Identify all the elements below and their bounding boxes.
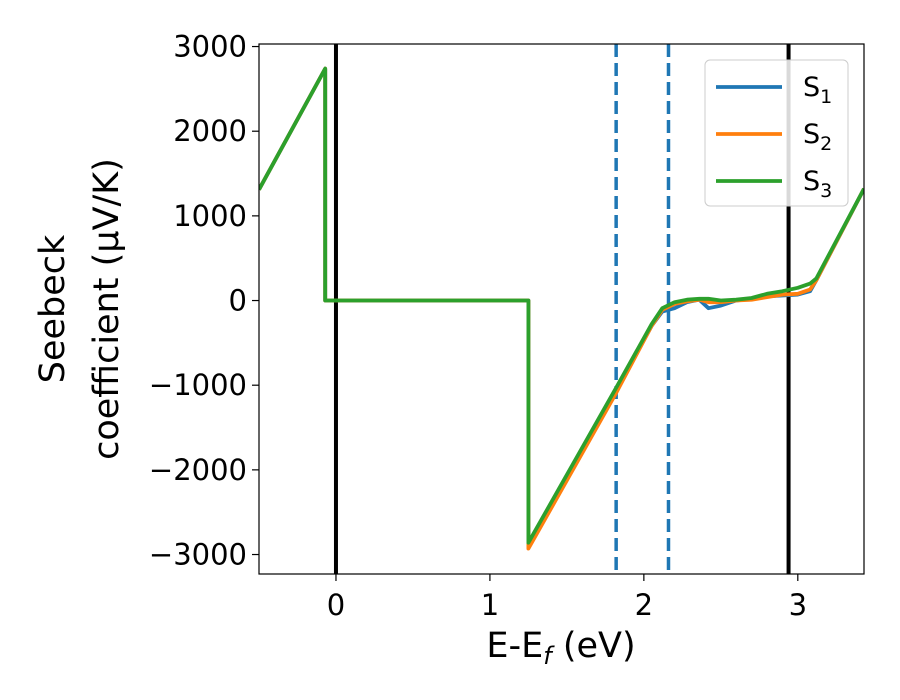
- y-tick-label: −1000: [149, 368, 247, 402]
- y-axis-label-line-1: Seebeck: [33, 234, 73, 383]
- x-tick-label: 1: [481, 588, 499, 622]
- y-tick-label: 1000: [173, 199, 247, 233]
- y-axis-label-line-2: coefficient (μV/K): [87, 158, 127, 460]
- x-tick-label: 2: [635, 588, 653, 622]
- x-axis-label: E-Ef (eV): [486, 626, 635, 670]
- plot-frame: [258, 43, 865, 575]
- y-tick-label: 3000: [173, 30, 247, 64]
- series-lines: [259, 66, 864, 551]
- legend-label-3: S3: [803, 166, 832, 202]
- x-tick-label: 3: [789, 588, 807, 622]
- legend: S1 S2 S3: [704, 59, 849, 207]
- y-tick-label: −2000: [149, 453, 247, 487]
- y-tick-label: 0: [229, 284, 247, 318]
- y-tick-label: −3000: [149, 538, 247, 572]
- y-axis-label: Seebeck coefficient (μV/K): [33, 158, 127, 460]
- y-axis: 3000 2000 1000 0 −1000 −2000 −3000: [149, 30, 259, 572]
- y-tick-label: 2000: [173, 114, 247, 148]
- legend-label-1: S1: [803, 72, 832, 108]
- x-tick-label: 0: [327, 588, 345, 622]
- legend-label-2: S2: [803, 119, 832, 155]
- series-line-3: [259, 66, 864, 545]
- x-axis: 0 1 2 3: [327, 574, 807, 622]
